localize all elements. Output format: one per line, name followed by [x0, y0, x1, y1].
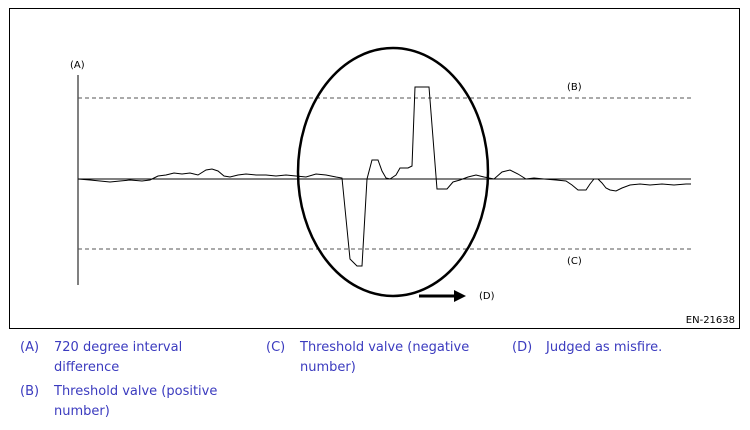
legend-text: Judged as misfire. [546, 340, 663, 355]
label-c: (C) [567, 256, 582, 267]
legend-item-a: (A) 720 degree interval difference [20, 338, 240, 378]
figure-code: EN-21638 [685, 315, 735, 326]
difference-waveform [77, 86, 691, 267]
label-d: (D) [479, 291, 495, 302]
legend-text: Threshold valve (positive number) [54, 384, 218, 419]
legend-key: (C) [266, 340, 286, 355]
label-b: (B) [567, 82, 582, 93]
legend-key: (B) [20, 384, 40, 399]
legend-key: (D) [512, 340, 533, 355]
legend-text: 720 degree interval difference [54, 340, 183, 375]
diagram-figure: (A) (B) (C) (D) EN-21638 [9, 8, 740, 329]
arrow-d-head [454, 290, 466, 302]
misfire-ellipse [296, 46, 490, 298]
legend-text: Threshold valve (negative number) [300, 340, 470, 375]
legend-item-b: (B) Threshold valve (positive number) [20, 382, 240, 422]
legend-item-d: (D) Judged as misfire. [512, 338, 732, 362]
label-a: (A) [70, 60, 85, 71]
legend-key: (A) [20, 340, 40, 355]
waveform-svg: (A) (B) (C) (D) [70, 46, 691, 302]
legend-item-c: (C) Threshold valve (negative number) [266, 338, 496, 378]
